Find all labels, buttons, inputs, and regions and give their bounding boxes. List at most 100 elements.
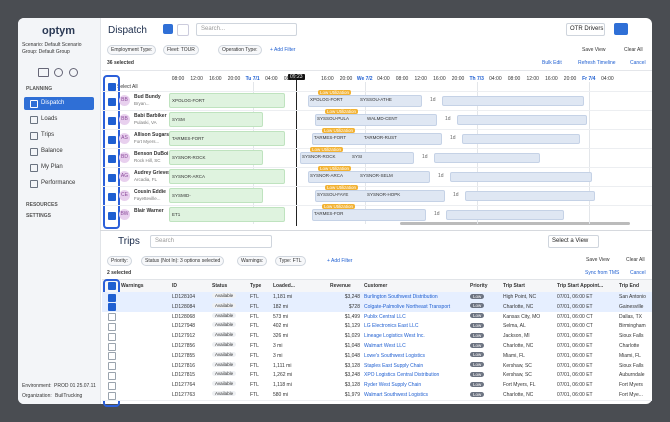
add-filter[interactable]: + Add Filter (270, 47, 296, 53)
customer-link[interactable]: Walmart Southwest Logistics (364, 392, 429, 398)
column-header[interactable]: Status (212, 283, 228, 289)
row-checkbox[interactable] (108, 193, 116, 201)
driver-name[interactable]: Babi Barbiker (134, 113, 167, 119)
row-checkbox[interactable] (108, 136, 116, 144)
nav-item[interactable]: Trips (41, 132, 55, 138)
nav-icon[interactable] (30, 148, 38, 156)
row-checkbox[interactable] (108, 98, 116, 106)
row-checkbox[interactable] (108, 342, 116, 351)
nav-icon[interactable] (30, 132, 38, 140)
driver-name[interactable]: Audrey Grieves (134, 170, 171, 176)
row-checkbox[interactable] (108, 117, 116, 125)
icon[interactable] (54, 68, 63, 77)
next-segment[interactable] (442, 96, 584, 106)
next-segment[interactable] (465, 191, 595, 201)
section-resources[interactable]: RESOURCES (26, 202, 58, 208)
icon[interactable] (69, 68, 78, 77)
next-segment[interactable] (457, 115, 587, 125)
customer-link[interactable]: LG Electronics East LLC (364, 323, 419, 330)
driver-name[interactable]: Blair Warner (134, 208, 164, 214)
driver-name[interactable]: Allison Sugars (134, 132, 170, 138)
search[interactable]: Search (150, 235, 272, 248)
row-checkbox[interactable] (108, 371, 116, 380)
trip-segment[interactable] (300, 152, 414, 164)
row-checkbox[interactable] (108, 155, 116, 163)
column-header[interactable]: Type (250, 283, 262, 289)
add-filter[interactable]: + Add Filter (327, 258, 353, 264)
scrollbar[interactable] (400, 222, 630, 225)
customer-link[interactable]: Staples East Supply Chain (364, 362, 424, 369)
row-checkbox[interactable] (108, 322, 116, 331)
nav-item[interactable]: Loads (41, 116, 58, 122)
clear-all[interactable]: Clear All (626, 257, 645, 263)
row-checkbox[interactable] (108, 293, 116, 302)
nav-icon[interactable] (30, 116, 38, 124)
row-checkbox[interactable] (108, 303, 116, 312)
view-toggle[interactable] (177, 24, 189, 36)
nav-item[interactable]: Performance (41, 180, 76, 186)
filter-chip[interactable]: Fleet: TOUR (163, 45, 199, 55)
clear-all[interactable]: Clear All (624, 47, 643, 53)
bulk-edit[interactable]: Bulk Edit (542, 60, 562, 66)
column-header[interactable]: Priority (470, 283, 488, 289)
nav-item[interactable]: Dispatch (41, 100, 65, 106)
customer-link[interactable]: Walmart West LLC (364, 343, 406, 349)
refresh-timeline[interactable]: Refresh Timeline (578, 60, 616, 66)
section-planning[interactable]: PLANNING (26, 86, 53, 92)
cancel[interactable]: Cancel (630, 270, 646, 276)
nav-icon[interactable] (30, 100, 38, 108)
filter-chip[interactable]: Employment Type: (107, 45, 157, 55)
customer-link[interactable]: Lowe's Southwest Logistics (364, 352, 425, 359)
filter-chip[interactable]: Operation Type: (218, 45, 262, 55)
driver-name[interactable]: Bud Bundy (134, 94, 161, 100)
driver-name[interactable]: Benson DuBoi (134, 151, 169, 157)
row-checkbox[interactable] (108, 212, 116, 220)
customer-link[interactable]: Burlington Southwest Distribution (364, 294, 438, 300)
next-segment[interactable] (446, 210, 564, 220)
trip-segment[interactable] (312, 209, 426, 221)
column-header[interactable]: Loaded... (273, 283, 295, 289)
column-header[interactable]: Trip Start (503, 283, 525, 289)
sync-tms[interactable]: Sync from TMS (585, 270, 620, 276)
nav-icon[interactable] (30, 180, 38, 188)
nav-item[interactable]: Balance (41, 148, 63, 154)
header-checkbox[interactable] (108, 282, 116, 290)
filter-chip[interactable]: Warnings: (237, 256, 268, 266)
select-all[interactable]: Select All (117, 84, 138, 90)
trip-segment[interactable] (315, 114, 437, 126)
icon[interactable] (38, 68, 49, 77)
search[interactable]: Search... (196, 23, 297, 36)
view-toggle[interactable] (163, 24, 173, 34)
trip-segment[interactable] (315, 190, 445, 202)
next-segment[interactable] (450, 172, 592, 182)
select-view[interactable]: Select a View (548, 235, 599, 248)
filter-chip[interactable]: Priority: (107, 256, 132, 266)
column-header[interactable]: Revenue (330, 283, 351, 289)
nav-icon[interactable] (30, 164, 38, 172)
row-checkbox[interactable] (108, 332, 116, 341)
customer-link[interactable]: Colgate-Palmolive Northeast Transport (364, 303, 451, 310)
filter-chip[interactable]: Type: FTL (275, 256, 306, 266)
row-checkbox[interactable] (108, 391, 116, 400)
column-header[interactable]: Trip Start Appoint... (557, 283, 604, 289)
next-segment[interactable] (462, 134, 580, 144)
row-checkbox[interactable] (108, 381, 116, 390)
trip-segment[interactable] (308, 171, 430, 183)
save-view[interactable]: Save View (582, 47, 606, 53)
section-settings[interactable]: SETTINGS (26, 213, 52, 219)
column-header[interactable]: Warnings (121, 283, 144, 289)
row-checkbox[interactable] (108, 313, 116, 322)
next-segment[interactable] (434, 153, 540, 163)
driver-view[interactable]: OTR Drivers (566, 23, 605, 36)
column-header[interactable]: Customer (364, 283, 388, 289)
column-header[interactable]: Trip End (619, 283, 639, 289)
row-checkbox[interactable] (108, 362, 116, 371)
select-all-checkbox[interactable] (108, 83, 116, 91)
trip-segment[interactable] (308, 95, 422, 107)
cancel[interactable]: Cancel (630, 60, 646, 66)
trip-segment[interactable] (312, 133, 442, 145)
column-header[interactable]: ID (172, 283, 177, 289)
row-checkbox[interactable] (108, 174, 116, 182)
nav-item[interactable]: My Plan (41, 164, 63, 170)
settings-button[interactable] (614, 23, 628, 35)
